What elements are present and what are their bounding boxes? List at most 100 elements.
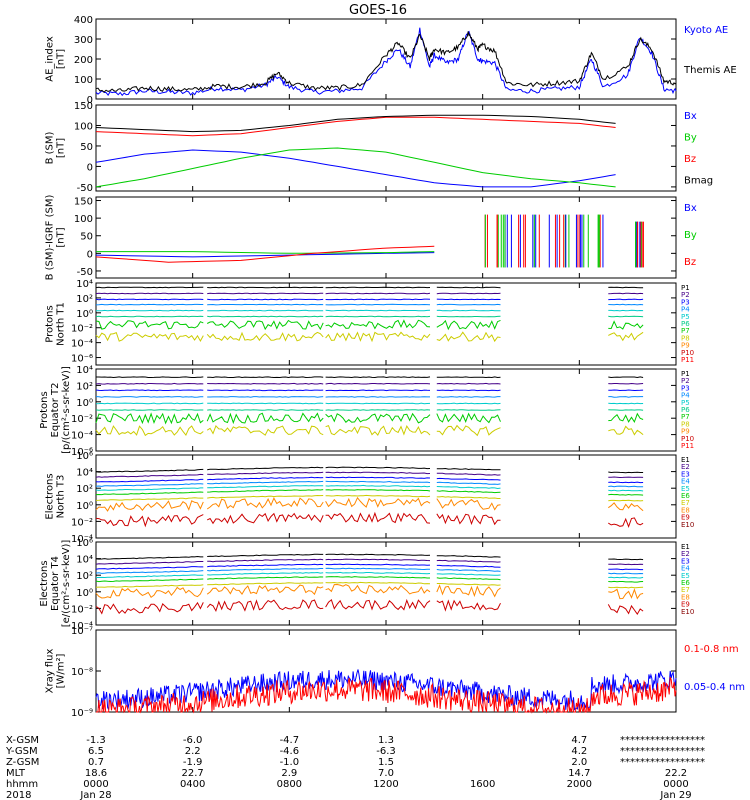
- y-tick-label: 0: [87, 249, 93, 260]
- ephem-value: 0800: [277, 779, 302, 790]
- y-tick-label: 10⁻⁹: [71, 708, 93, 719]
- flux-channel-8: [436, 331, 501, 343]
- panel-p_equator: 10⁴ 10² 10⁰ 10⁻² 10⁻⁴ 10⁻⁶ Protons Equator T2 [p…: [39, 365, 694, 458]
- flux-channel-4: [207, 303, 324, 306]
- legend-p8: P8: [681, 334, 690, 342]
- legend-p5: P5: [681, 399, 690, 407]
- flux-channel-7: [95, 497, 204, 501]
- ephem-value: *****************: [620, 746, 705, 757]
- flux-channel-7: [95, 412, 204, 425]
- y-axis-label: AE_index: [45, 36, 56, 82]
- panel-bsm: -50 0 50 100 150 B (SM) [nT] Bx By Bz Bmag: [45, 101, 714, 194]
- y-tick-label: -50: [77, 183, 93, 194]
- legend-e2: E2: [681, 550, 690, 558]
- flux-channel-8: [95, 586, 204, 599]
- flux-channel-9: [206, 512, 324, 525]
- flux-channel-2: [207, 558, 324, 563]
- ephem-value: -6.3: [376, 746, 396, 757]
- flux-channel-8: [206, 331, 324, 342]
- flux-channel-4: [325, 480, 431, 484]
- flux-channel-1: [96, 376, 204, 379]
- flux-channel-8: [436, 424, 501, 437]
- flux-channel-3: [325, 389, 431, 392]
- flux-channel-4: [608, 396, 644, 398]
- legend-p10: P10: [681, 349, 694, 357]
- flux-channel-7: [608, 499, 644, 502]
- flux-channel-1: [325, 553, 431, 556]
- ephem-value: 2.0: [571, 757, 587, 768]
- flux-channel-9: [95, 601, 204, 615]
- flux-channel-7: [436, 319, 501, 331]
- flux-channel-9: [325, 598, 431, 611]
- flux-channel-3: [325, 563, 431, 566]
- flux-channel-1: [608, 471, 644, 474]
- legend-p4: P4: [681, 306, 690, 314]
- flux-channel-1: [436, 286, 501, 289]
- y-tick-label: 100: [74, 214, 93, 225]
- series-bz: [95, 116, 616, 137]
- legend-p3: P3: [681, 298, 690, 306]
- ephem-value: 4.2: [571, 746, 587, 757]
- flux-channel-1: [436, 555, 501, 558]
- flux-channel-4: [325, 303, 431, 306]
- y-tick-label: 10²: [76, 571, 93, 582]
- y-tick-label: 10⁻⁶: [71, 447, 93, 458]
- y-tick-label: 10⁻²: [71, 324, 93, 335]
- y-axis-label: [nT]: [56, 49, 67, 69]
- series-0-1-0-8-nm: [96, 677, 677, 714]
- ephem-value: 14.7: [568, 768, 590, 779]
- flux-channel-5: [96, 574, 204, 579]
- flux-channel-3: [608, 481, 644, 484]
- legend-e1: E1: [681, 456, 690, 464]
- series-by: [95, 147, 616, 188]
- flux-channel-8: [206, 497, 324, 510]
- ephem-value: 1200: [373, 779, 398, 790]
- flux-channel-5: [207, 402, 324, 405]
- y-tick-label: 100: [74, 75, 93, 86]
- flux-channel-4: [608, 303, 644, 306]
- panel-frame: [95, 196, 677, 279]
- ephem-value: 4.7: [571, 735, 587, 746]
- flux-channel-2: [95, 382, 204, 385]
- flux-channel-7: [436, 583, 501, 586]
- y-tick-label: 200: [74, 55, 93, 66]
- legend-e3: E3: [681, 470, 690, 478]
- flux-channel-3: [207, 563, 324, 568]
- flux-channel-3: [436, 298, 501, 301]
- y-axis-label: [e/(cm²-s-sr-keV)]: [61, 540, 72, 628]
- flux-channel-7: [95, 584, 204, 588]
- flux-channel-4: [207, 568, 324, 572]
- flux-channel-3: [436, 389, 501, 392]
- legend-p11: P11: [681, 442, 694, 450]
- flux-channel-7: [436, 412, 501, 424]
- legend-p8: P8: [681, 420, 690, 428]
- flux-channel-8: [95, 331, 204, 343]
- legend-e8: E8: [681, 506, 690, 514]
- legend-e4: E4: [681, 478, 690, 486]
- flux-channel-4: [207, 396, 324, 398]
- y-tick-label: 10⁻²: [71, 604, 93, 615]
- y-tick-label: 10⁰: [76, 309, 93, 320]
- legend-p1: P1: [681, 370, 690, 378]
- series-kyoto-ae: [95, 27, 677, 97]
- y-tick-label: 10⁶: [76, 538, 93, 549]
- ephem-value: 0400: [180, 779, 205, 790]
- legend-p2: P2: [681, 291, 690, 299]
- flux-channel-2: [436, 559, 501, 563]
- flux-channel-2: [608, 292, 644, 295]
- y-tick-label: 10⁴: [76, 468, 93, 479]
- flux-channel-3: [608, 568, 644, 571]
- y-tick-label: -50: [77, 267, 93, 278]
- series-bx: [95, 252, 435, 258]
- flux-channel-2: [95, 561, 204, 565]
- flux-channel-4: [436, 303, 501, 306]
- flux-channel-9: [436, 513, 501, 526]
- legend-e5: E5: [681, 485, 690, 493]
- ephem-value: 6.5: [88, 746, 104, 757]
- flux-channel-5: [207, 309, 324, 312]
- flux-channel-4: [95, 570, 204, 574]
- flux-channel-3: [325, 298, 431, 301]
- flux-channel-5: [436, 309, 501, 312]
- y-axis-label: North T3: [56, 475, 67, 519]
